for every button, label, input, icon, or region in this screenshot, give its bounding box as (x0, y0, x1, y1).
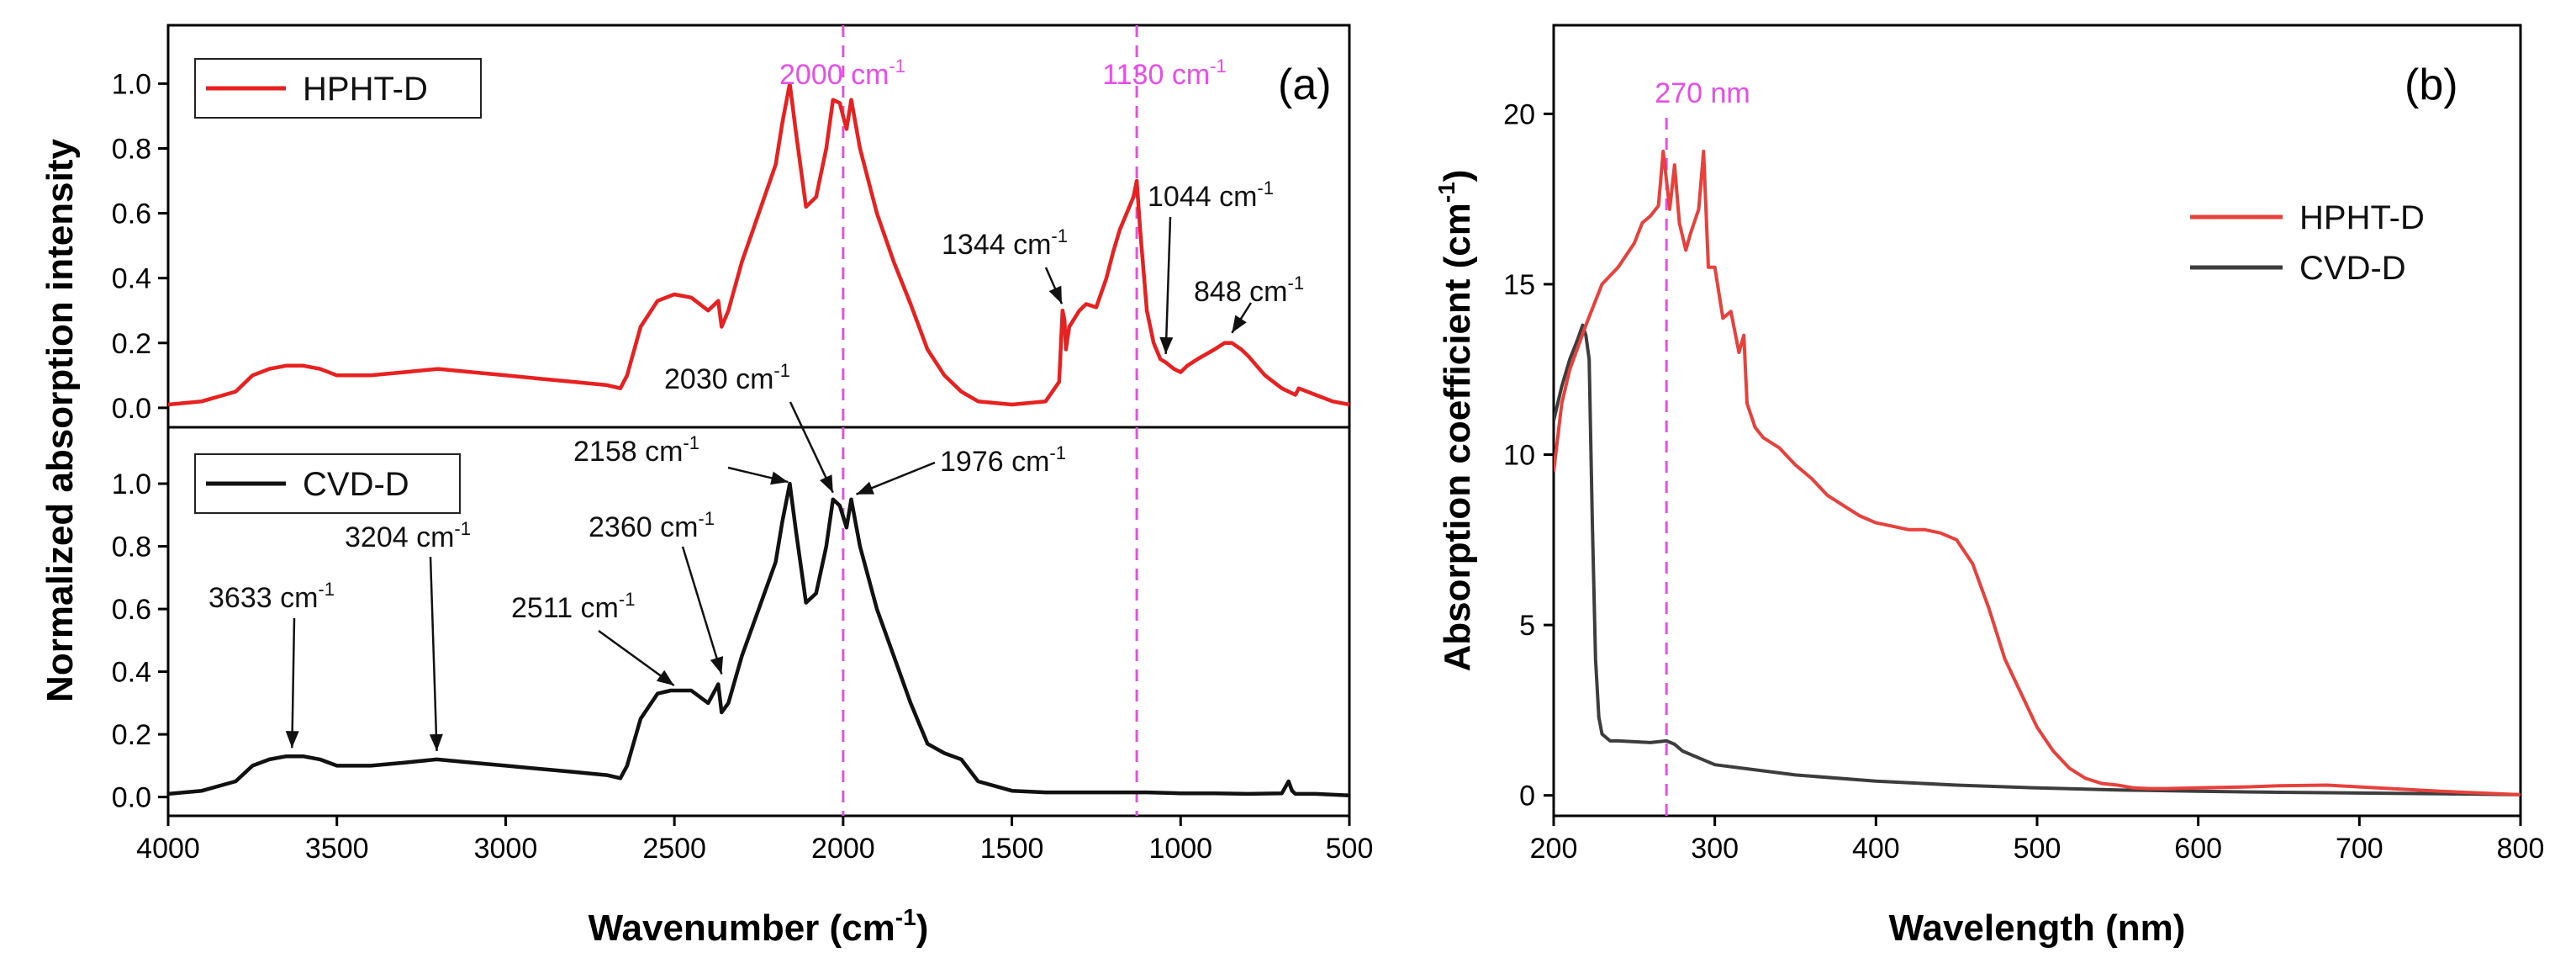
y-tick-label: 10 (1503, 440, 1535, 472)
x-tick-label: 2000 (811, 833, 875, 865)
annotation-1344: 1344 cm-1 (942, 225, 1068, 261)
x-tick-label: 600 (2174, 833, 2222, 865)
y-tick-label: 0.4 (112, 263, 151, 295)
panel-b: 200 300 400 500 600 700 800 0 5 10 15 20 270 nm (b)… (1433, 24, 2544, 949)
y-tick-label: 0.2 (112, 328, 151, 360)
annotation-3633-arrow-line (291, 617, 296, 749)
panel-b-ticks: 200 300 400 500 600 700 800 0 5 10 15 20 (1503, 98, 2544, 865)
annotation-2511-arrow-head (656, 669, 674, 685)
y-tick-label: 1.0 (112, 68, 151, 100)
legend-hpht-panel-a: HPHT-D (194, 58, 482, 119)
annotation-1976: 1976 cm-1 (940, 442, 1066, 478)
x-tick-label: 1500 (980, 833, 1044, 865)
legend-hpht-label: HPHT-D (303, 71, 428, 108)
x-tick-label: 400 (1852, 833, 1900, 865)
vline-label-2000: 2000 cm-1 (779, 56, 905, 91)
series-line-b-hpht-d (1554, 149, 2521, 796)
annotation-1344-arrow-head (1048, 285, 1062, 304)
y-tick-label: 0.8 (112, 133, 151, 165)
x-tick-label: 2500 (642, 833, 706, 865)
series-line-cvd-d (168, 481, 1349, 798)
legend-cvd-panel-a: CVD-D (194, 453, 461, 514)
x-tick-label: 1000 (1148, 833, 1212, 865)
legend-b-hpht-label: HPHT-D (2299, 199, 2425, 236)
panel-a-ticks: 0.0 0.2 0.4 0.6 0.8 1.0 0.0 0.2 0.4 0.6 0.8 1.0 4000… (112, 68, 1374, 865)
annotation-2360-arrow-line (681, 546, 723, 675)
y-tick-label: 1.0 (112, 468, 151, 500)
annotation-3204-arrow-line (429, 556, 438, 751)
y-tick-label: 0 (1519, 781, 1535, 812)
x-tick-label: 500 (1326, 833, 1374, 865)
series-line-hpht-d (168, 82, 1349, 407)
vline-label-270: 270 nm (1655, 77, 1750, 109)
annotation-3633-arrow-head (285, 731, 299, 749)
panel-b-frame (1552, 24, 2522, 818)
y-tick-label: 0.6 (112, 198, 151, 230)
x-tick-label: 3500 (305, 833, 369, 865)
panel-b-curves (1554, 149, 2521, 796)
panel-b-xlabel: Wavelength (nm) (1889, 908, 2186, 949)
panel-a: 0.0 0.2 0.4 0.6 0.8 1.0 0.0 0.2 0.4 0.6 0.8 1.0 4000… (40, 24, 1374, 949)
legend-panel-b: HPHT-D CVD-D (2190, 199, 2425, 287)
y-tick-label: 0.0 (112, 393, 151, 425)
annotation-1976-arrow-head (856, 481, 874, 495)
annotation-3204-arrow-head (429, 733, 443, 751)
y-tick-label: 5 (1519, 610, 1535, 642)
annotation-2158-arrow-head (770, 471, 789, 485)
x-tick-label: 700 (2336, 833, 2383, 865)
annotation-848-arrow-head (1232, 315, 1247, 333)
y-tick-label: 0.2 (112, 719, 151, 751)
panel-a-arrows (285, 216, 1253, 751)
y-tick-label: 15 (1503, 269, 1535, 301)
annotation-1044: 1044 cm-1 (1148, 177, 1274, 213)
x-tick-label: 3000 (474, 833, 538, 865)
y-tick-label: 0.0 (112, 782, 151, 814)
panel-a-ylabel: Normalized absorption intensity (40, 139, 81, 702)
annotation-2360-arrow-head (710, 656, 724, 675)
y-tick-label: 0.4 (112, 657, 151, 689)
panel-a-reference-lines (842, 25, 1138, 816)
panel-b-ylabel: Absorption coefficient (cm-1) (1433, 170, 1478, 672)
panel-a-xlabel: Wavenumber (cm-1) (589, 904, 929, 949)
y-tick-label: 20 (1503, 98, 1535, 130)
annotation-2360: 2360 cm-1 (589, 508, 715, 543)
annotation-1044-arrow-line (1164, 216, 1172, 354)
annotation-3204: 3204 cm-1 (345, 518, 471, 553)
x-tick-label: 4000 (136, 833, 200, 865)
annotation-1044-arrow-head (1159, 336, 1174, 354)
x-tick-label: 300 (1691, 833, 1739, 865)
annotation-2511: 2511 cm-1 (511, 589, 635, 624)
panel-a-label: (a) (1278, 61, 1332, 109)
legend-cvd-label: CVD-D (303, 466, 409, 503)
panel-b-label: (b) (2404, 61, 2458, 109)
legend-b-cvd-label: CVD-D (2299, 250, 2406, 287)
y-tick-label: 0.8 (112, 532, 151, 564)
panel-a-curves (168, 82, 1349, 798)
x-tick-label: 800 (2497, 833, 2545, 865)
panel-a-frame (166, 24, 1351, 818)
y-tick-label: 0.6 (112, 594, 151, 626)
annotation-2030-arrow-head (820, 474, 833, 493)
annotation-3633: 3633 cm-1 (209, 579, 335, 614)
annotation-848: 848 cm-1 (1194, 273, 1304, 308)
vline-label-1130: 1130 cm-1 (1102, 56, 1226, 91)
annotation-2158: 2158 cm-1 (573, 432, 699, 468)
x-tick-label: 500 (2014, 833, 2061, 865)
x-tick-label: 200 (1530, 833, 1578, 865)
annotation-2030: 2030 cm-1 (664, 360, 790, 395)
